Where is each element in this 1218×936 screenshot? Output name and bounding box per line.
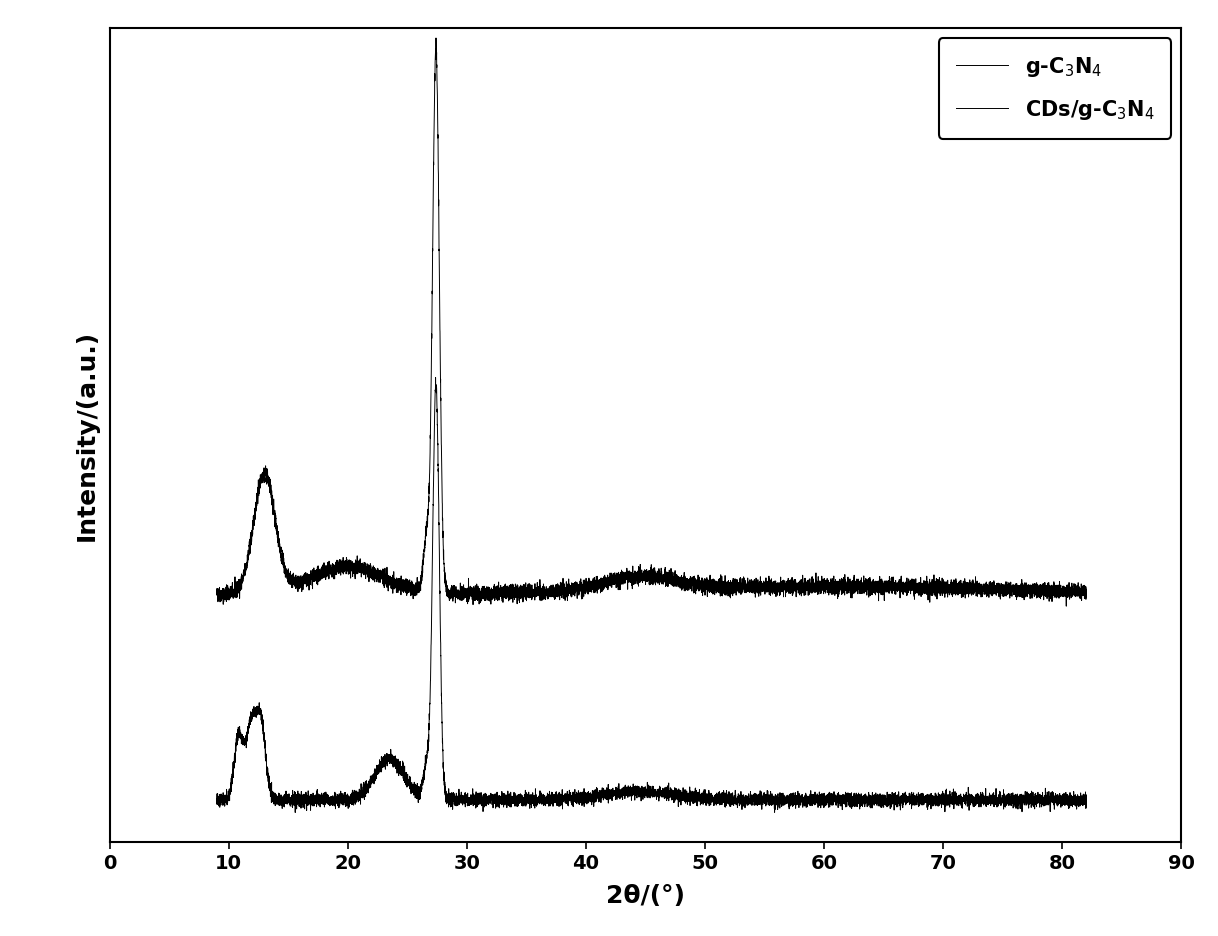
g-C$_3$N$_4$ <box>635 568 649 579</box>
CDs/g-C$_3$N$_4$ <box>380 749 395 760</box>
g-C$_3$N$_4$ <box>246 520 261 532</box>
CDs/g-C$_3$N$_4$ <box>246 703 261 714</box>
g-C$_3$N$_4$ <box>380 574 395 585</box>
CDs/g-C$_3$N$_4$ <box>1033 796 1047 807</box>
g-C$_3$N$_4$ <box>262 478 276 490</box>
CDs/g-C$_3$N$_4$ <box>635 785 649 797</box>
g-C$_3$N$_4$ <box>1079 584 1094 595</box>
g-C$_3$N$_4$ <box>1058 601 1073 612</box>
g-C$_3$N$_4$ <box>213 592 228 603</box>
g-C$_3$N$_4$ <box>1033 583 1047 594</box>
CDs/g-C$_3$N$_4$ <box>429 372 443 383</box>
Line: g-C$_3$N$_4$: g-C$_3$N$_4$ <box>217 38 1086 607</box>
CDs/g-C$_3$N$_4$ <box>287 807 302 818</box>
Line: CDs/g-C$_3$N$_4$: CDs/g-C$_3$N$_4$ <box>217 377 1086 812</box>
Legend: g-C$_3$N$_4$, CDs/g-C$_3$N$_4$: g-C$_3$N$_4$, CDs/g-C$_3$N$_4$ <box>939 38 1170 139</box>
CDs/g-C$_3$N$_4$ <box>209 797 224 809</box>
X-axis label: 2θ/(°): 2θ/(°) <box>607 885 685 908</box>
g-C$_3$N$_4$ <box>209 587 224 598</box>
Y-axis label: Intensity/(a.u.): Intensity/(a.u.) <box>74 329 99 541</box>
CDs/g-C$_3$N$_4$ <box>262 782 276 794</box>
CDs/g-C$_3$N$_4$ <box>1079 789 1094 800</box>
CDs/g-C$_3$N$_4$ <box>213 793 228 804</box>
g-C$_3$N$_4$ <box>429 33 443 44</box>
